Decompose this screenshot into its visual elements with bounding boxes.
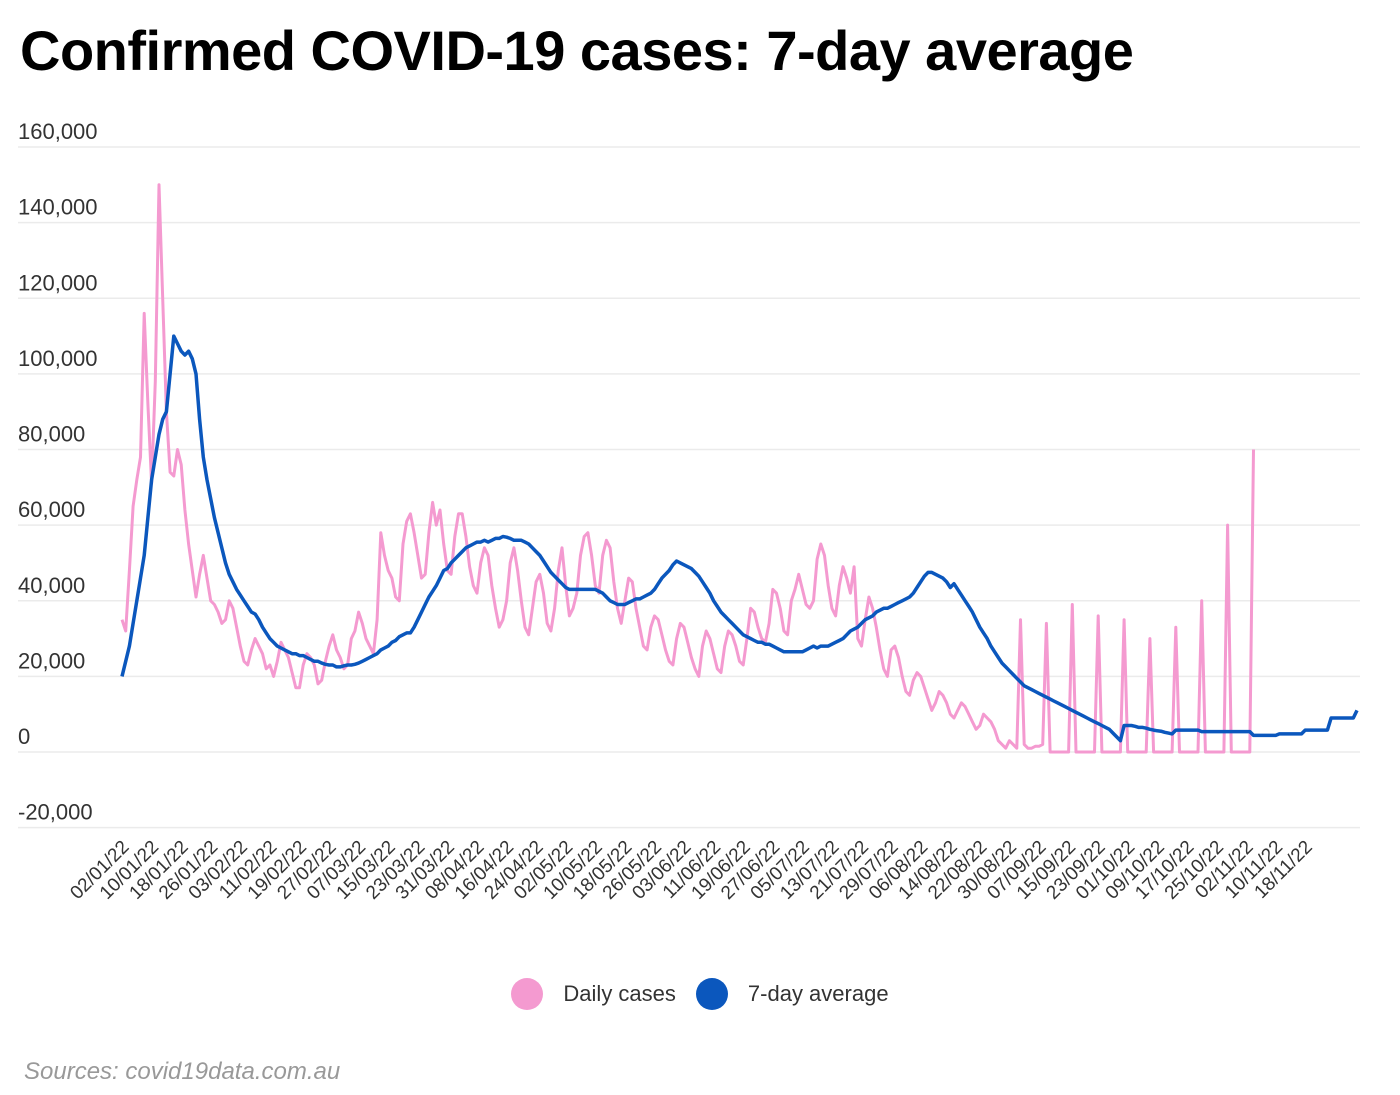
series-line-daily-cases: [120, 183, 1255, 754]
y-tick-label: 80,000: [18, 422, 85, 447]
legend-label: 7-day average: [747, 981, 889, 1006]
y-tick-label: 100,000: [18, 346, 98, 371]
x-axis-ticks: 02/01/2210/01/2218/01/2226/01/2203/02/22…: [66, 837, 1316, 904]
legend-item-7-day-average[interactable]: 7-day average: [695, 978, 889, 1010]
legend-label: Daily cases: [563, 981, 676, 1006]
gridlines: [18, 146, 1360, 829]
y-tick-label: 120,000: [18, 270, 98, 295]
y-axis-ticks: -20,000 0 20,000 40,000 60,000 80,000 100,000 1…: [18, 119, 98, 825]
chart-title: Confirmed COVID-19 cases: 7-day average: [20, 19, 1134, 82]
source-note: Sources: covid19data.com.au: [24, 1058, 341, 1085]
line-chart: -20,000 0 20,000 40,000 60,000 80,000 100,000 1…: [18, 119, 1360, 904]
y-tick-label: 0: [18, 724, 30, 749]
y-tick-label: 60,000: [18, 497, 85, 522]
legend-item-daily-cases[interactable]: Daily cases: [511, 978, 676, 1010]
y-tick-label: 40,000: [18, 573, 85, 598]
legend: Daily cases 7-day average: [0, 978, 1400, 1010]
y-tick-label: 20,000: [18, 648, 85, 673]
y-tick-label: 140,000: [18, 195, 98, 220]
series-lines: [120, 183, 1359, 754]
legend-dot-icon: [695, 978, 728, 1010]
y-tick-label: -20,000: [18, 800, 93, 825]
y-tick-label: 160,000: [18, 119, 98, 144]
legend-dot-icon: [511, 978, 544, 1010]
series-line-7-day-average: [120, 334, 1359, 743]
